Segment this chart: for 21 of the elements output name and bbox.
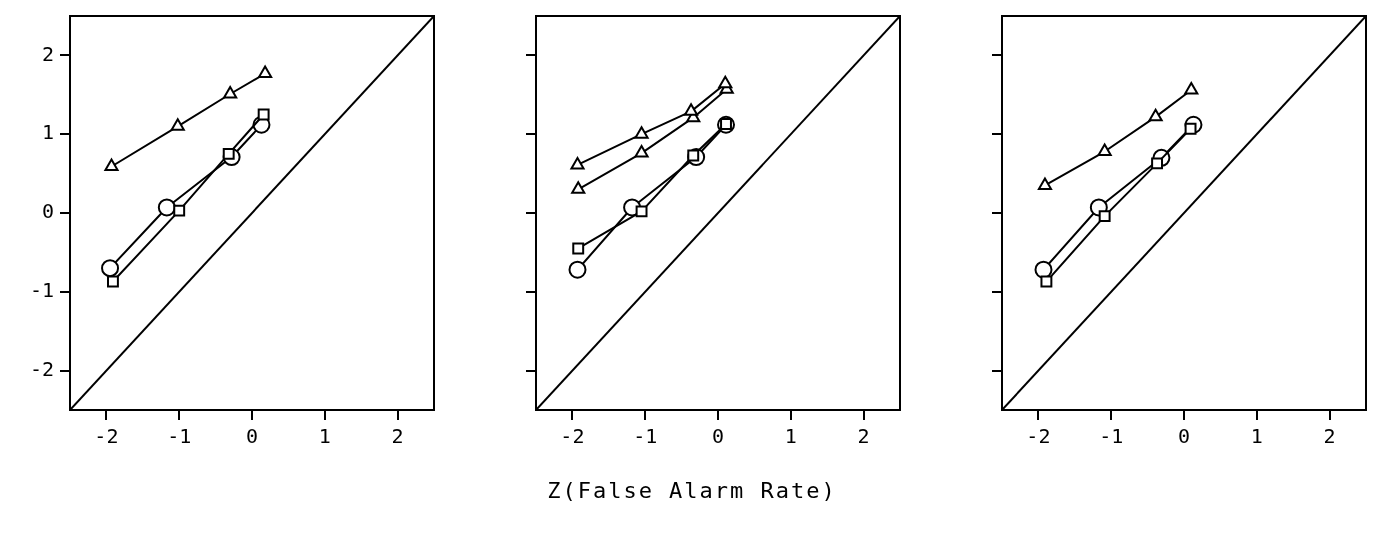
- y-tick-label: -2: [29, 356, 54, 381]
- y-tick-label: 0: [41, 199, 54, 224]
- x-axis-title: Z(False Alarm Rate): [546, 478, 838, 503]
- y-tick-label: -1: [29, 278, 54, 302]
- x-tick-label: 1: [318, 424, 331, 449]
- x-tick-label: 2: [391, 424, 404, 449]
- x-tick-label: 2: [857, 424, 870, 449]
- y-tick-label: 1: [41, 120, 54, 145]
- x-tick-label: -2: [1026, 424, 1051, 449]
- x-tick-label: 0: [711, 424, 725, 449]
- x-tick-label: 0: [245, 424, 259, 449]
- x-tick-label: -2: [94, 424, 119, 449]
- x-tick-label: -2: [560, 424, 585, 449]
- x-tick-label: -1: [633, 424, 658, 449]
- x-tick-label: 1: [1250, 424, 1263, 449]
- x-tick-label: 1: [784, 424, 797, 449]
- x-tick-label: 0: [1177, 424, 1191, 449]
- x-tick-label: -1: [1099, 424, 1124, 449]
- y-tick-label: 2: [41, 41, 54, 66]
- x-tick-label: -1: [167, 424, 192, 449]
- x-tick-label: 2: [1323, 424, 1336, 449]
